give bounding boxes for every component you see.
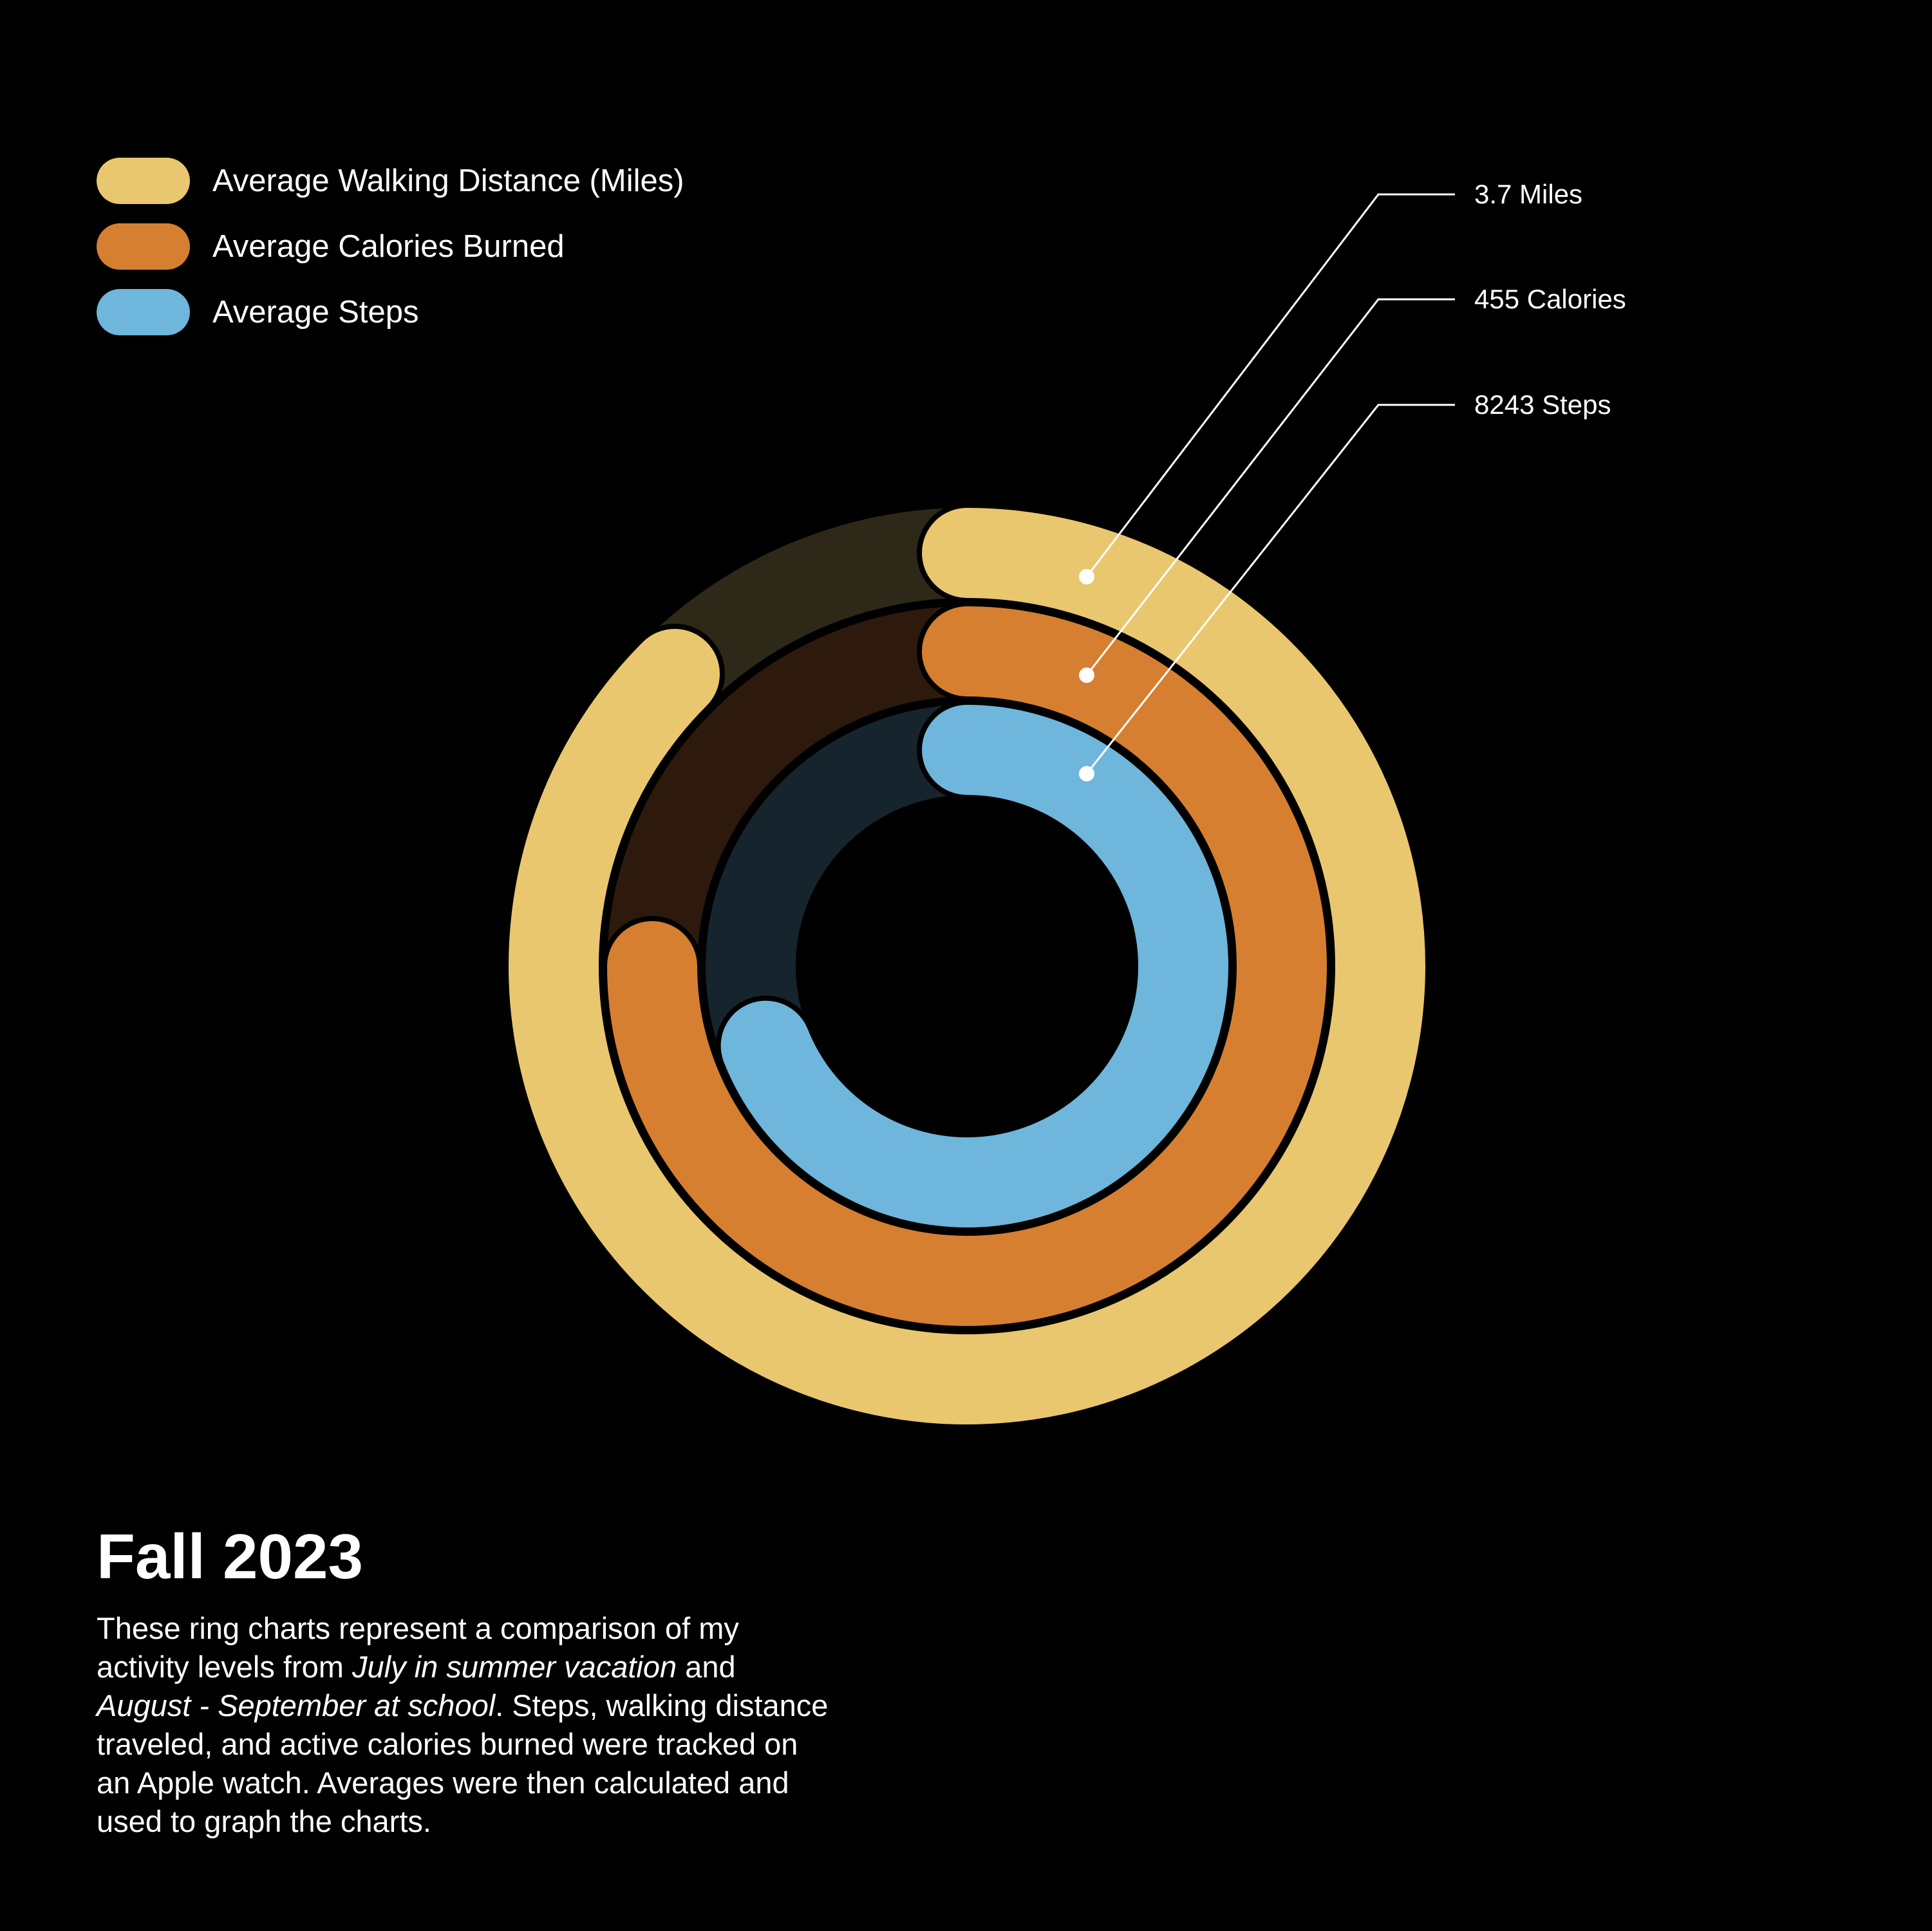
legend-swatch-steps	[97, 289, 190, 335]
callout-line-calories	[1085, 298, 1455, 676]
description-text-2: and	[677, 1650, 736, 1684]
legend-item-steps: Average Steps	[97, 289, 684, 335]
callout-label-walking-distance: 3.7 Miles	[1474, 179, 1582, 209]
legend-label-walking-distance: Average Walking Distance (Miles)	[212, 163, 684, 198]
callout-dot-calories	[1079, 667, 1094, 683]
ring-arc-walking-distance	[509, 508, 1425, 1424]
legend-item-calories: Average Calories Burned	[97, 223, 684, 270]
legend: Average Walking Distance (Miles) Average…	[97, 158, 684, 355]
description-text-3: . Steps, walking distance traveled, and …	[97, 1688, 829, 1838]
callout-dot-walking-distance	[1079, 569, 1094, 584]
legend-swatch-calories	[97, 223, 190, 270]
page-title: Fall 2023	[97, 1521, 364, 1592]
ring-arc-calories	[607, 606, 1327, 1326]
description-text-1: These ring charts represent a comparison…	[97, 1611, 739, 1684]
legend-swatch-walking-distance	[97, 158, 190, 204]
legend-label-steps: Average Steps	[212, 295, 419, 330]
callout-dot-steps	[1079, 766, 1094, 781]
callout-line-walking-distance	[1085, 193, 1455, 577]
legend-label-calories: Average Calories Burned	[212, 229, 565, 264]
callout-label-calories: 455 Calories	[1474, 284, 1626, 314]
description-emphasis-school: August - September at school	[97, 1688, 496, 1722]
callout-label-steps: 8243 Steps	[1474, 389, 1611, 420]
callout-line-steps	[1085, 404, 1455, 774]
description: These ring charts represent a comparison…	[97, 1609, 830, 1841]
description-emphasis-summer: July in summer vacation	[352, 1650, 677, 1684]
ring-arc-steps	[720, 705, 1228, 1227]
legend-item-walking-distance: Average Walking Distance (Miles)	[97, 158, 684, 204]
